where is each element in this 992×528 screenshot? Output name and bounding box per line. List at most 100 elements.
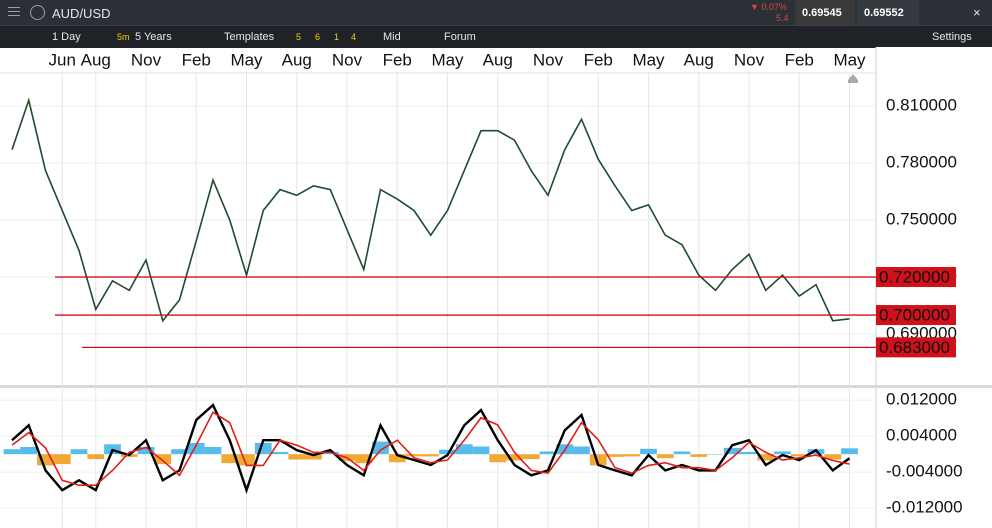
histogram-bar: [841, 448, 858, 455]
x-tick-label: May: [833, 50, 866, 69]
range[interactable]: 5 Years: [135, 31, 172, 43]
link-icon[interactable]: [30, 5, 45, 20]
scroll-marker: [848, 74, 858, 83]
y-tick-label: -0.004000: [886, 462, 963, 481]
histogram-bar: [137, 446, 155, 455]
x-tick-label: Aug: [684, 50, 714, 69]
x-tick-label: Nov: [533, 50, 564, 69]
histogram-bar: [707, 454, 724, 455]
histogram-bar: [539, 451, 557, 455]
x-tick-label: Feb: [785, 50, 814, 69]
histogram-bar: [757, 454, 775, 461]
axis-background: [876, 47, 992, 528]
x-tick-label: Aug: [81, 50, 111, 69]
price-mode[interactable]: Mid: [383, 31, 401, 43]
spread: 5.4: [776, 13, 789, 23]
quick-interval[interactable]: 5m: [117, 32, 130, 42]
histogram-bar: [623, 454, 641, 457]
buy-price[interactable]: 0.69552: [864, 7, 904, 19]
histogram-bar: [53, 454, 71, 465]
histogram-bar: [422, 454, 440, 457]
histogram-bar: [372, 441, 389, 455]
histogram-bar: [238, 454, 255, 466]
settings[interactable]: Settings: [932, 31, 972, 43]
histogram-bar: [606, 454, 624, 457]
histogram-bar: [70, 449, 88, 455]
level-label: 0.700000: [879, 306, 950, 325]
histogram-bar: [790, 454, 808, 457]
level-label-box: [876, 267, 956, 288]
histogram-bar: [824, 454, 842, 460]
histogram-bar: [388, 454, 406, 463]
histogram-bar: [589, 454, 607, 466]
histogram-bar: [37, 454, 54, 466]
change-percent: ▼ 0.07%: [750, 2, 787, 12]
sell-box[interactable]: [795, 0, 855, 25]
level-label-box: [876, 337, 956, 358]
histogram-bar: [355, 454, 373, 464]
histogram-bar: [154, 454, 172, 465]
histogram-bar: [271, 451, 289, 455]
preset[interactable]: 5: [296, 32, 302, 42]
histogram-bar: [472, 446, 490, 455]
histogram-bar: [506, 454, 523, 461]
chart: Jun Aug Nov Feb May Aug Nov Feb May Aug Nov Feb May A…: [0, 47, 992, 528]
x-tick-label: Feb: [584, 50, 613, 69]
close-icon[interactable]: ×: [973, 5, 981, 20]
x-tick-label: May: [431, 50, 464, 69]
preset[interactable]: 6: [315, 32, 321, 42]
histogram-bar: [221, 454, 239, 464]
histogram-bar: [673, 451, 691, 455]
indicator-line: [11, 411, 850, 487]
top-toolbar: AUD/USD ▼ 0.07% 5.4 0.69545 0.69552 ×: [0, 0, 992, 25]
symbol[interactable]: AUD/USD: [52, 6, 111, 21]
interval[interactable]: 1 Day: [52, 31, 81, 43]
menu-icon[interactable]: [8, 7, 20, 8]
y-tick-label: -0.012000: [886, 498, 963, 517]
histogram-bar: [640, 448, 657, 455]
indicator-line: [11, 403, 851, 494]
x-tick-label: Nov: [734, 50, 765, 69]
histogram-bar: [171, 449, 188, 455]
y-tick-label: 0.810000: [886, 95, 957, 114]
histogram-bar: [204, 446, 222, 455]
x-tick-label: Aug: [282, 50, 312, 69]
histogram-bar: [723, 447, 741, 455]
histogram-bar: [573, 446, 590, 455]
histogram-bar: [405, 454, 423, 457]
preset[interactable]: 4: [351, 32, 357, 42]
buy-box[interactable]: [857, 0, 919, 25]
y-tick-label: 0.750000: [886, 210, 957, 229]
level-label: 0.720000: [879, 268, 950, 287]
histogram-bar: [20, 446, 38, 455]
x-tick-label: Nov: [131, 50, 162, 69]
histogram-bar: [187, 442, 205, 455]
histogram-bar: [522, 454, 540, 460]
histogram-bar: [690, 454, 708, 457]
panel-divider: [0, 385, 992, 388]
chart-toolbar: 1 Day 5m 5 Years Templates 5 6 1 4 Mid F…: [0, 25, 992, 48]
histogram-bar: [288, 454, 306, 460]
histogram-bar: [489, 454, 507, 463]
price-line: [11, 97, 850, 323]
x-tick-label: May: [230, 50, 263, 69]
y-tick-label: 0.780000: [886, 152, 957, 171]
histogram-bar: [455, 444, 473, 455]
x-tick-label: Aug: [483, 50, 513, 69]
x-tick-label: Nov: [332, 50, 363, 69]
y-tick-label: 0.004000: [886, 426, 957, 445]
x-tick-label: Feb: [182, 50, 211, 69]
sell-price[interactable]: 0.69545: [802, 7, 842, 19]
templates[interactable]: Templates: [224, 31, 275, 43]
histogram-bar: [774, 451, 791, 455]
histogram-bar: [254, 442, 272, 455]
histogram-bar: [656, 454, 674, 459]
level-label: 0.683000: [879, 338, 950, 357]
forum[interactable]: Forum: [444, 31, 476, 43]
histogram-bar: [740, 451, 758, 455]
preset[interactable]: 1: [334, 32, 340, 42]
y-tick-label: 0.012000: [886, 390, 957, 409]
level-label-box: [876, 305, 956, 326]
histogram-bar: [3, 449, 21, 455]
